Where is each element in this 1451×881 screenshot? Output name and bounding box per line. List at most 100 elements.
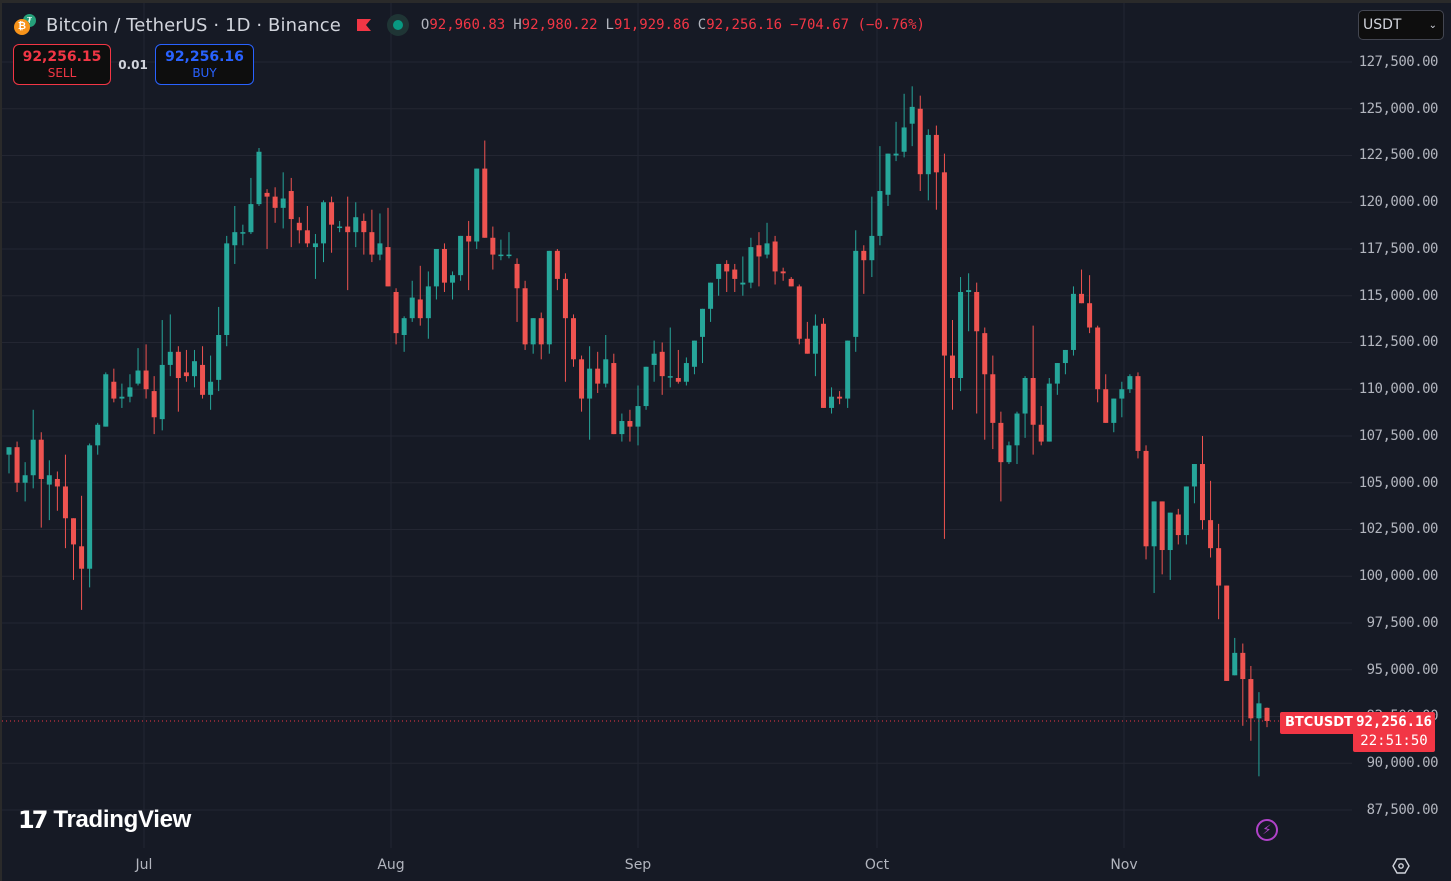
candle-body <box>1111 398 1117 423</box>
candle-body <box>425 286 431 319</box>
candle-body <box>1079 293 1085 304</box>
candle-body <box>901 127 907 152</box>
currency-select[interactable]: USDT ⌄ <box>1358 10 1444 40</box>
price-tick-label: 127,500.00 <box>1358 54 1439 70</box>
open-label: O <box>420 17 430 33</box>
candle-body <box>917 108 923 175</box>
candle-body <box>1232 652 1238 676</box>
candle-body <box>248 204 254 233</box>
candle-body <box>151 391 157 418</box>
candle-body <box>893 153 899 156</box>
candle-body <box>877 191 883 236</box>
candle-body <box>1054 363 1060 384</box>
candle-body <box>1143 450 1149 547</box>
candle-body <box>966 290 972 292</box>
price-tick-label: 102,500.00 <box>1358 521 1439 538</box>
candle-body <box>724 263 730 272</box>
chevron-down-icon: ⌄ <box>1428 19 1437 31</box>
candle-body <box>958 291 964 379</box>
candle-body <box>853 250 859 337</box>
candle-body <box>837 396 843 399</box>
candle-body <box>321 202 326 244</box>
sell-button[interactable]: 92,256.15 SELL <box>13 44 111 85</box>
candle-body <box>103 374 109 427</box>
candle-body <box>216 334 222 380</box>
flag-icon[interactable] <box>356 18 371 32</box>
candle-body <box>6 447 12 455</box>
candle-body <box>22 475 28 483</box>
candle-body <box>62 486 68 519</box>
price-tick-label: 112,500.00 <box>1358 334 1439 351</box>
candle-body <box>490 237 496 255</box>
candle-body <box>280 198 286 208</box>
candle-body <box>14 447 20 483</box>
candle-body <box>1191 464 1197 487</box>
candle-body <box>1216 548 1222 586</box>
candle-body <box>732 269 738 279</box>
price-tick-label: 105,000.00 <box>1358 474 1439 491</box>
candle-body <box>820 323 826 408</box>
candle-body <box>119 396 125 399</box>
candle-body <box>716 263 722 279</box>
ohlc-values: O92,960.83 H92,980.22 L91,929.86 C92,256… <box>421 17 925 33</box>
symbol-title[interactable]: Bitcoin / TetherUS · 1D · Binance <box>46 14 341 36</box>
price-tick-label: 120,000.00 <box>1358 194 1439 211</box>
candle-body <box>30 439 36 476</box>
lightning-icon[interactable]: ⚡ <box>1256 819 1278 841</box>
candle-body <box>635 406 641 427</box>
candle-body <box>183 372 189 377</box>
candle-body <box>788 278 794 287</box>
candle-body <box>1119 389 1125 399</box>
price-tick-label: 87,500.00 <box>1366 801 1439 818</box>
candle-body <box>522 288 528 345</box>
candle-body <box>1030 378 1036 425</box>
candle-body <box>361 220 367 233</box>
high-value: 92,980.22 <box>521 17 598 33</box>
currency-value: USDT <box>1363 17 1402 33</box>
candle-body <box>256 151 262 205</box>
candle-body <box>441 248 447 283</box>
settings-icon[interactable] <box>1392 857 1410 875</box>
last-price-value: 92,256.16 <box>1356 714 1432 730</box>
candle-body <box>1070 293 1076 350</box>
tradingview-logo-icon: 17 <box>18 806 48 834</box>
candle-body <box>603 359 609 384</box>
candle-body <box>941 172 947 356</box>
candle-body <box>191 361 197 377</box>
candle-body <box>1264 707 1270 722</box>
candle-body <box>643 366 649 407</box>
candle-body <box>377 243 383 255</box>
candle-body <box>1248 679 1254 719</box>
candle-body <box>1062 349 1068 364</box>
candle-body <box>264 192 270 197</box>
candle-body <box>159 364 165 420</box>
candle-body <box>54 478 60 487</box>
candle-body <box>796 286 802 339</box>
buy-button[interactable]: 92,256.16 BUY <box>155 44 254 85</box>
candle-body <box>1240 652 1246 680</box>
candle-body <box>345 226 351 233</box>
candle-body <box>1006 445 1012 463</box>
market-status-icon[interactable] <box>386 14 409 36</box>
candle-body <box>1159 501 1165 551</box>
candle-body <box>756 245 762 257</box>
logo-text: TradingView <box>53 806 192 833</box>
candle-body <box>740 282 746 285</box>
time-tick-label: Jul <box>135 857 153 873</box>
candle-body <box>1022 378 1028 414</box>
candle-body <box>208 381 214 395</box>
high-label: H <box>513 17 522 33</box>
price-tick-label: 117,500.00 <box>1358 240 1439 257</box>
candle-body <box>627 421 633 427</box>
candle-body <box>1103 389 1109 423</box>
candle-body <box>167 351 173 365</box>
candle-body <box>95 424 101 446</box>
candle-body <box>393 291 399 334</box>
candle-body <box>579 359 585 399</box>
candle-body <box>925 134 931 175</box>
candle-body <box>950 355 955 379</box>
candle-body <box>1208 520 1214 549</box>
candle-body <box>1095 327 1101 390</box>
tradingview-logo[interactable]: 17 TradingView <box>18 806 191 834</box>
